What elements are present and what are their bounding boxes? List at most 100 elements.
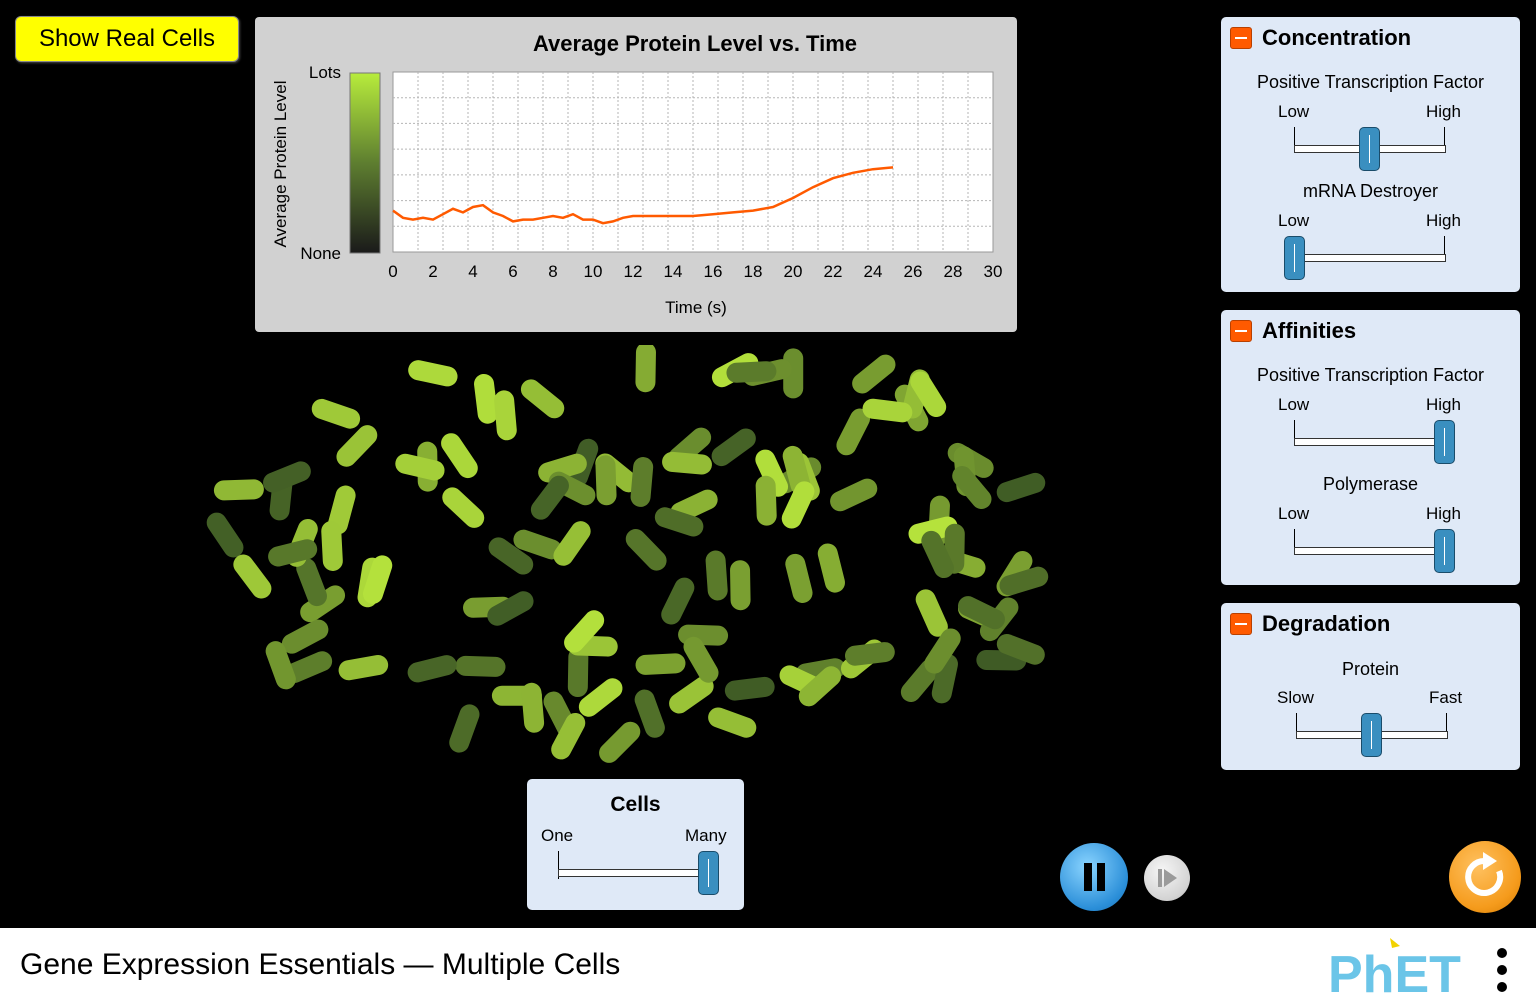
cell bbox=[661, 577, 695, 625]
cell bbox=[521, 682, 545, 733]
x-tick-label: 24 bbox=[864, 262, 883, 281]
cell bbox=[845, 642, 895, 666]
mrna-destroyer-thumb[interactable] bbox=[1284, 236, 1305, 280]
pause-button[interactable] bbox=[1060, 843, 1128, 911]
cell bbox=[408, 360, 458, 387]
slider-tick bbox=[1446, 713, 1447, 739]
slider-tick bbox=[1294, 529, 1295, 555]
affinities-panel: Affinities Positive Transcription Factor… bbox=[1221, 310, 1520, 585]
slider-max-label: Many bbox=[685, 826, 727, 845]
ptf-affinity-track[interactable] bbox=[1294, 438, 1446, 446]
cell bbox=[442, 487, 485, 528]
cell bbox=[530, 475, 569, 520]
x-tick-label: 8 bbox=[548, 262, 557, 281]
cell bbox=[455, 655, 506, 677]
chart-svg: Average Protein Level vs. Time Average P… bbox=[271, 31, 1003, 317]
cell bbox=[852, 354, 896, 394]
cell bbox=[915, 589, 948, 637]
y-bottom-label: None bbox=[300, 244, 341, 263]
concentration-title: Concentration bbox=[1262, 25, 1412, 50]
cell bbox=[921, 530, 954, 579]
cell bbox=[362, 555, 393, 604]
cell bbox=[520, 379, 565, 419]
cell bbox=[705, 550, 728, 601]
cell bbox=[265, 641, 296, 690]
cell bbox=[635, 345, 656, 393]
slider-min-label: Low bbox=[1278, 395, 1310, 414]
cell bbox=[487, 591, 534, 626]
cell-count-thumb[interactable] bbox=[698, 851, 719, 895]
chart-panel: Average Protein Level vs. Time Average P… bbox=[255, 17, 1017, 332]
slider-label: Positive Transcription Factor bbox=[1256, 365, 1485, 385]
cell bbox=[662, 451, 712, 475]
cell bbox=[996, 633, 1045, 665]
mrna-destroyer-track[interactable] bbox=[1294, 254, 1446, 262]
collapse-icon[interactable] bbox=[1230, 613, 1252, 635]
cell bbox=[635, 653, 686, 675]
ptf-affinity-thumb[interactable] bbox=[1434, 420, 1455, 464]
collapse-icon[interactable] bbox=[1230, 320, 1252, 342]
reset-all-button[interactable] bbox=[1449, 841, 1521, 913]
cell bbox=[311, 398, 361, 429]
x-tick-label: 6 bbox=[508, 262, 517, 281]
cell bbox=[625, 529, 667, 571]
x-tick-label: 10 bbox=[584, 262, 603, 281]
x-tick-label: 30 bbox=[984, 262, 1003, 281]
cell bbox=[862, 398, 913, 423]
cell bbox=[755, 475, 777, 526]
cell bbox=[338, 655, 389, 681]
x-tick-label: 20 bbox=[784, 262, 803, 281]
sim-title: Gene Expression Essentials — Multiple Ce… bbox=[20, 948, 621, 981]
step-forward-button[interactable] bbox=[1144, 855, 1190, 901]
cell bbox=[488, 537, 534, 575]
ptf-concentration-thumb[interactable] bbox=[1359, 127, 1380, 171]
cell bbox=[449, 704, 480, 753]
cell bbox=[836, 408, 871, 456]
slider-min-label: Low bbox=[1278, 102, 1310, 121]
more-vertical-icon[interactable] bbox=[1494, 946, 1510, 994]
slider-label: mRNA Destroyer bbox=[1302, 181, 1439, 201]
cell-count-track[interactable] bbox=[558, 869, 710, 877]
collapse-icon[interactable] bbox=[1230, 27, 1252, 49]
affinities-title: Affinities bbox=[1262, 318, 1357, 343]
cell bbox=[683, 636, 719, 683]
cell bbox=[785, 553, 813, 603]
x-tick-label: 0 bbox=[388, 262, 397, 281]
polymerase-affinity-track[interactable] bbox=[1294, 547, 1446, 555]
x-tick-label: 18 bbox=[744, 262, 763, 281]
cell bbox=[578, 678, 623, 717]
cell bbox=[724, 676, 775, 701]
cell bbox=[281, 619, 329, 654]
cell bbox=[669, 676, 714, 714]
degradation-panel: Degradation Protein Slow Fast bbox=[1221, 603, 1520, 770]
x-tick-label: 22 bbox=[824, 262, 843, 281]
cell bbox=[564, 610, 605, 653]
cell bbox=[654, 507, 704, 537]
slider-tick bbox=[1296, 713, 1297, 739]
x-tick-label: 28 bbox=[944, 262, 963, 281]
x-tick-label: 2 bbox=[428, 262, 437, 281]
cell bbox=[798, 666, 842, 707]
cells-title: Cells bbox=[610, 793, 661, 816]
cell bbox=[730, 560, 751, 611]
legend-gradient-bar bbox=[349, 72, 381, 254]
protein-degradation-thumb[interactable] bbox=[1361, 713, 1382, 757]
chart-title: Average Protein Level vs. Time bbox=[533, 31, 857, 56]
slider-tick bbox=[1444, 127, 1445, 153]
polymerase-affinity-thumb[interactable] bbox=[1434, 529, 1455, 573]
phet-logo[interactable]: PhET bbox=[1328, 936, 1488, 1000]
step-forward-icon bbox=[1158, 869, 1177, 887]
x-axis-label: Time (s) bbox=[665, 298, 727, 317]
cell bbox=[996, 472, 1046, 503]
show-real-cells-button[interactable]: Show Real Cells bbox=[15, 16, 239, 62]
cell bbox=[441, 433, 478, 479]
slider-label: Positive Transcription Factor bbox=[1256, 72, 1485, 92]
slider-max-label: Fast bbox=[1429, 688, 1463, 707]
y-top-label: Lots bbox=[309, 63, 341, 82]
cell bbox=[474, 373, 498, 424]
cell bbox=[957, 596, 1005, 630]
cell bbox=[630, 457, 654, 507]
navigation-bar: Gene Expression Essentials — Multiple Ce… bbox=[0, 928, 1536, 1008]
cell bbox=[395, 453, 445, 481]
slider-tick bbox=[1294, 127, 1295, 153]
